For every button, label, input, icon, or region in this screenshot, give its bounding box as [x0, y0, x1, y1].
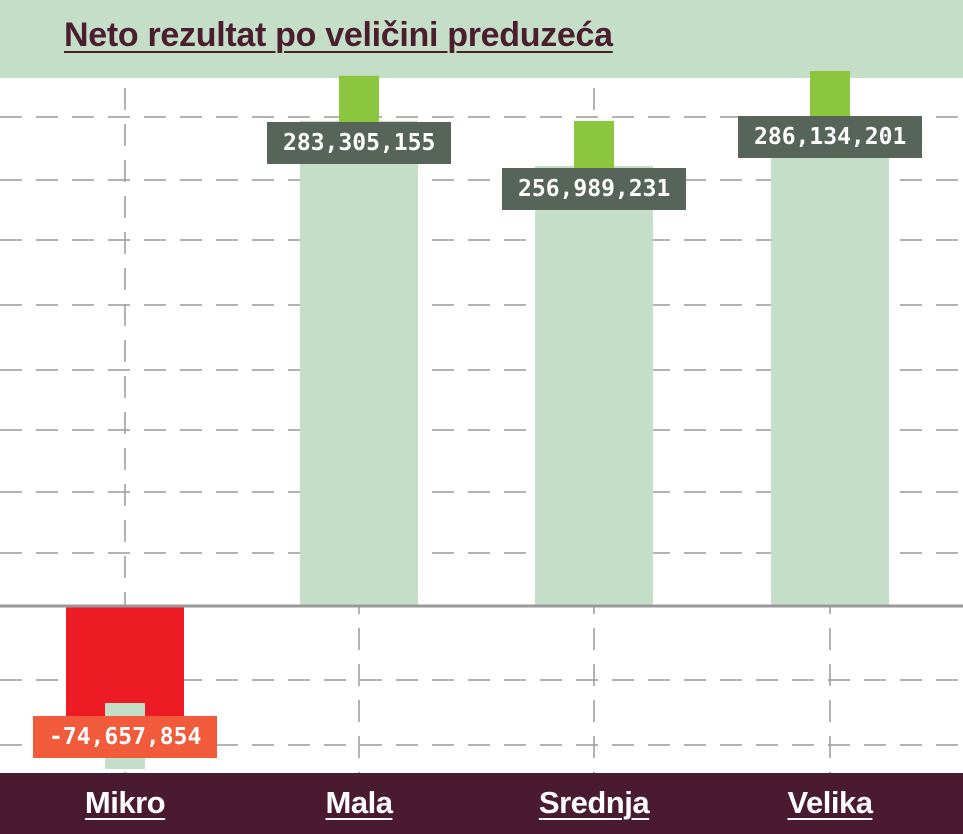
category-label-velika: Velika — [787, 785, 873, 820]
bar-srednja — [535, 165, 653, 606]
category-axis-band — [0, 773, 963, 834]
title-band: Neto rezultat po veličini preduzeća — [0, 0, 963, 78]
chart-title: Neto rezultat po veličini preduzeća — [64, 16, 613, 54]
bar-mala — [300, 120, 418, 606]
data-label-mala: 283,305,155 — [267, 122, 452, 164]
data-label-mikro: -74,657,854 — [33, 716, 218, 758]
category-label-mala: Mala — [325, 785, 393, 820]
data-label-velika: 286,134,201 — [738, 116, 923, 158]
data-label-srednja: 256,989,231 — [502, 168, 687, 210]
category-label-mikro: Mikro — [84, 785, 166, 820]
category-label-srednja: Srednja — [538, 785, 650, 820]
bar-velika — [771, 116, 889, 606]
